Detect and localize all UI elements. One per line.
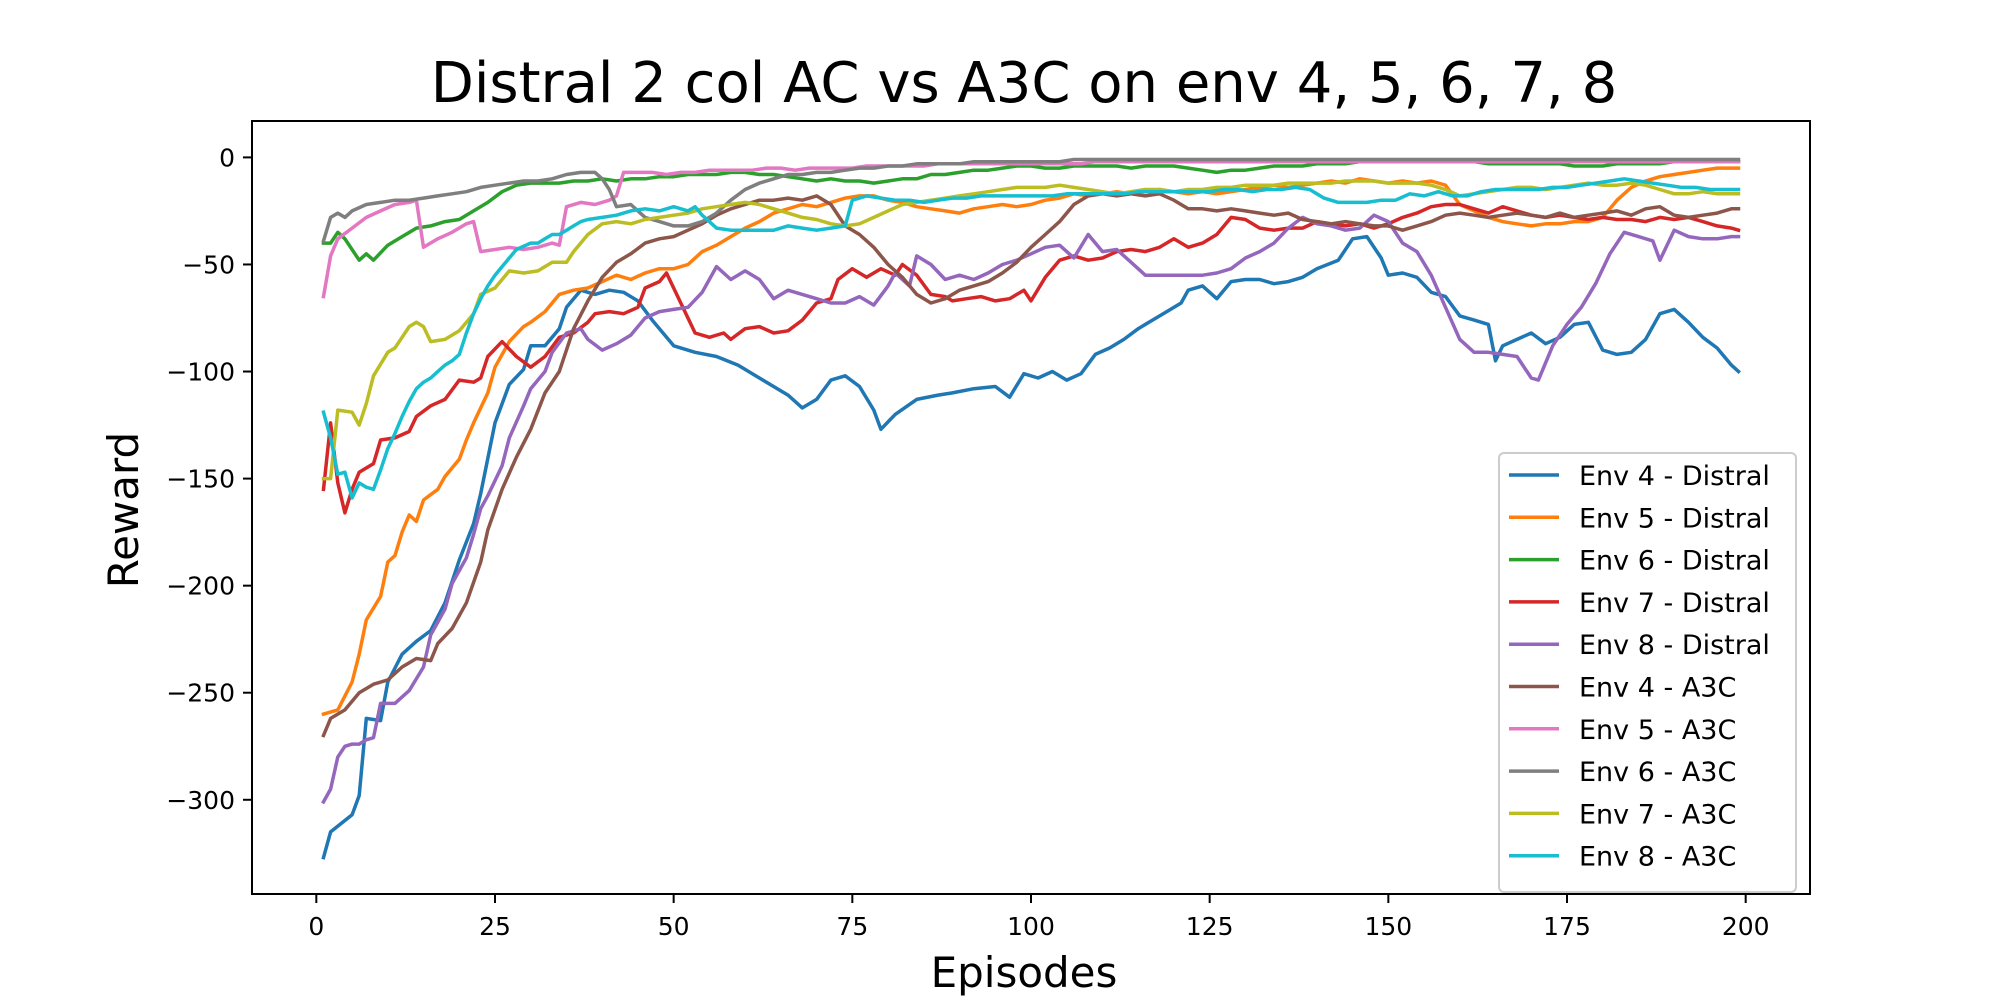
legend-entry-label: Env 6 - Distral [1579,546,1770,577]
legend-entry-label: Env 7 - A3C [1579,799,1736,830]
x-tick-label: 125 [1186,912,1234,941]
series-line-5 [321,213,1741,805]
x-tick-label: 75 [836,912,868,941]
x-tick-label: 200 [1722,912,1770,941]
legend-entry-label: Env 4 - A3C [1579,673,1736,704]
legend-box [1498,452,1797,893]
series-line-2 [321,166,1741,717]
legend: Env 4 - Distral Env 5 - Distral Env 6 - Di… [1498,452,1797,893]
series-line-8 [321,157,1741,244]
legend-entry-label: Env 5 - A3C [1579,715,1736,746]
y-tick-label: −300 [166,786,235,815]
y-tick-label: −150 [166,465,235,494]
series-line-4 [321,202,1741,515]
series-line-10 [321,177,1741,500]
x-tick-label: 175 [1543,912,1591,941]
legend-entry-label: Env 8 - A3C [1579,842,1736,873]
series-line-7 [321,159,1741,299]
legend-entry-label: Env 5 - Distral [1579,503,1770,534]
x-axis: 0 25 50 75 100 125 150 175 200 [308,894,1770,941]
series-line-1 [321,234,1741,860]
legend-entry-label: Env 7 - Distral [1579,588,1770,619]
x-tick-label: 50 [658,912,690,941]
x-axis-label: Episodes [931,948,1118,997]
y-tick-label: 0 [219,143,235,172]
y-tick-label: −100 [166,358,235,387]
chart-title: Distral 2 col AC vs A3C on env 4, 5, 6, … [431,51,1618,116]
y-tick-label: −250 [166,679,235,708]
series-line-6 [321,192,1741,738]
legend-entry-label: Env 8 - Distral [1579,630,1770,661]
y-tick-label: −50 [182,250,235,279]
y-axis: 0 −50 −100 −150 −200 −250 −300 [166,143,252,815]
legend-entry-label: Env 4 - Distral [1579,461,1770,492]
x-tick-label: 0 [308,912,324,941]
x-tick-label: 100 [1007,912,1055,941]
legend-entry-label: Env 6 - A3C [1579,757,1736,788]
y-tick-label: −200 [166,572,235,601]
x-tick-label: 25 [479,912,511,941]
y-axis-label: Reward [99,432,148,588]
series-line-3 [321,159,1741,262]
x-tick-label: 150 [1364,912,1412,941]
series-layer [321,157,1741,860]
